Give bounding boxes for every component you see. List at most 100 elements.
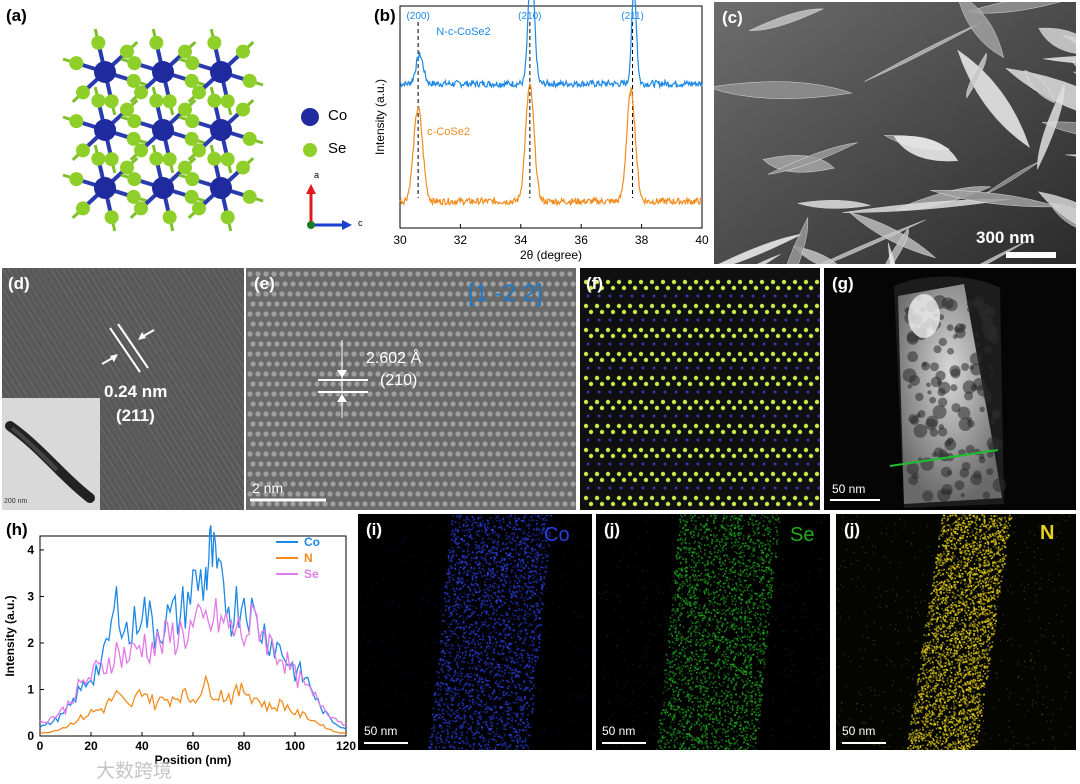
x-tick-label: 32 <box>454 233 468 247</box>
panel-f-lattice-simulation: (f) <box>580 268 820 510</box>
se-atom <box>191 201 206 216</box>
legend-label: Co <box>304 535 320 549</box>
se-atom <box>191 85 206 100</box>
panel-j-n-map: (j) N 50 nm <box>836 514 1076 750</box>
scale-bar-label: 50 nm <box>832 482 866 496</box>
y-tick-label: 2 <box>27 636 34 650</box>
se-atom <box>149 35 164 50</box>
se-atom <box>133 85 148 100</box>
se-atom <box>207 35 222 50</box>
series-line-0 <box>399 0 703 90</box>
scale-bar-label: 2 nm <box>252 480 284 496</box>
se-atom <box>242 131 257 146</box>
peak-label: (200) <box>406 11 429 22</box>
lattice-spacing: 0.24 nm <box>104 382 168 401</box>
simulated-atomic-lattice <box>580 268 820 510</box>
se-atom <box>191 143 206 158</box>
se-atom <box>91 35 106 50</box>
x-tick-label: 80 <box>237 739 251 753</box>
se-atom <box>178 160 193 175</box>
se-atom <box>69 114 84 129</box>
panel-i-co-map: (i) Co 50 nm <box>358 514 592 750</box>
se-atom <box>178 102 193 117</box>
series-line-0 <box>39 525 347 730</box>
panel-label: (f) <box>586 274 603 293</box>
se-atom <box>178 44 193 59</box>
n-elemental-map <box>836 514 1076 750</box>
panel-g-stem: (g) 50 nm <box>824 268 1076 510</box>
se-atom <box>104 210 119 225</box>
panel-j-se-map: (j) Se 50 nm <box>596 514 830 750</box>
se-atom <box>207 151 222 166</box>
y-axis-label: Intensity (a.u.) <box>3 595 17 676</box>
se-atom <box>133 201 148 216</box>
tem-inset: 200 nm <box>2 398 100 510</box>
peak-label: (210) <box>518 11 541 22</box>
co-elemental-map <box>358 514 592 750</box>
se-atom <box>126 189 141 204</box>
scale-bar-label: 50 nm <box>602 724 636 738</box>
se-atom <box>185 114 200 129</box>
panel-label: (h) <box>6 520 28 539</box>
x-tick-label: 20 <box>84 739 98 753</box>
inset-scale-label: 200 nm <box>4 498 28 505</box>
se-atom <box>127 172 142 187</box>
y-tick-label: 1 <box>27 682 34 696</box>
scale-bar-label: 50 nm <box>842 724 876 738</box>
y-tick-label: 3 <box>27 589 34 603</box>
co-atom <box>152 61 174 83</box>
se-atom <box>120 160 135 175</box>
y-axis-label: Intensity (a.u.) <box>373 79 387 155</box>
x-axis-label: 2θ (degree) <box>520 248 582 262</box>
element-label: N <box>1040 522 1055 544</box>
legend-se: Se <box>328 140 347 157</box>
co-atom <box>210 119 232 141</box>
d-spacing: 2.602 Å <box>366 350 422 367</box>
tem-nanorod-inset <box>5 421 95 503</box>
series-line-2 <box>39 598 347 727</box>
se-atom <box>185 172 200 187</box>
se-atom <box>127 56 142 71</box>
series-line-1 <box>39 674 347 735</box>
panel-h-line-profile: (h) 0 20 40 60 80 100 120 0 1 2 3 4 Position (nm) Int… <box>0 514 356 784</box>
co-atom <box>152 119 174 141</box>
watermark: 大数跨境 <box>96 761 173 782</box>
panel-label: (b) <box>374 6 396 25</box>
panel-a-crystal-structure: (a) Co Se a c <box>0 0 370 262</box>
crystal-structure-model <box>62 28 264 232</box>
x-axis-label: Position (nm) <box>155 753 232 767</box>
axis-indicator <box>306 184 352 230</box>
se-atom <box>236 160 251 175</box>
axis-label-a: a <box>314 170 320 180</box>
panel-e-haadf: (e) [1 -2 2] 2.602 Å (210) 2 nm <box>246 268 576 510</box>
se-atom <box>75 143 90 158</box>
se-atom <box>126 131 141 146</box>
panel-label: (i) <box>366 520 383 539</box>
atomic-resolution-image <box>246 268 576 510</box>
x-tick-label: 100 <box>285 739 305 753</box>
stem-nanorod-image <box>824 268 1076 510</box>
x-tick-label: 36 <box>575 233 589 247</box>
series-label-n-c-cose2: N-c-CoSe2 <box>436 26 490 38</box>
plane-index: (210) <box>380 372 418 389</box>
scale-bar-label: 50 nm <box>364 724 398 738</box>
x-tick-label: 120 <box>336 739 356 753</box>
series-line-1 <box>399 82 703 207</box>
element-label: Se <box>790 524 815 546</box>
x-tick-label: 40 <box>695 233 709 247</box>
se-atom <box>149 93 164 108</box>
x-tick-label: 34 <box>514 233 528 247</box>
se-atom <box>104 94 119 109</box>
series-label-c-cose2: c-CoSe2 <box>427 126 470 138</box>
se-atom <box>236 102 251 117</box>
co-atom <box>94 177 116 199</box>
co-atom <box>94 119 116 141</box>
atom-legend-markers <box>301 108 319 157</box>
panel-d-hrtem: (d) 0.24 nm (211) 200 nm <box>2 268 244 510</box>
x-tick-label: 30 <box>393 233 407 247</box>
se-atom <box>120 102 135 117</box>
x-tick-label: 40 <box>135 739 149 753</box>
se-atom <box>120 44 135 59</box>
panel-b-xrd: (b) 30 32 34 36 38 40 2θ (degree) Intensity (a.… <box>370 0 710 262</box>
